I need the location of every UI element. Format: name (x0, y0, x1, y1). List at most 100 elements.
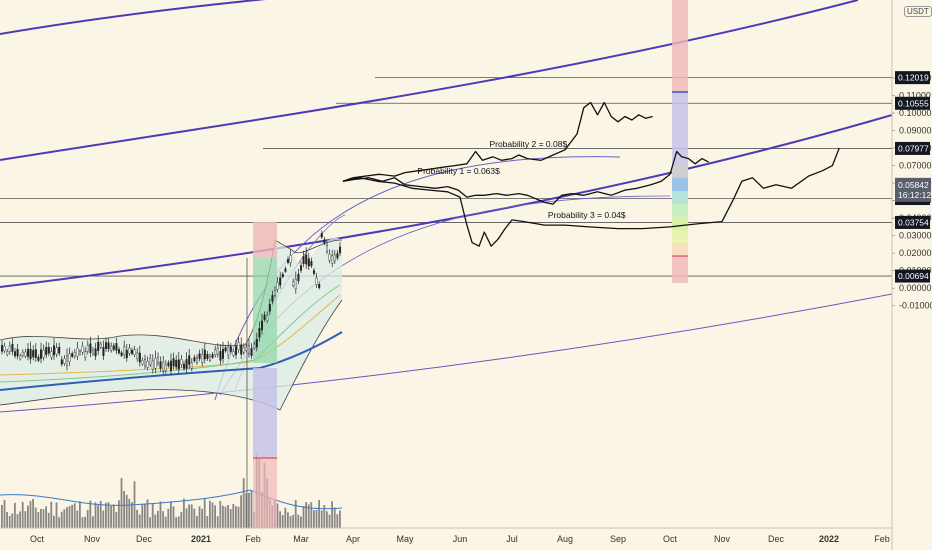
x-tick-label: Jun (453, 534, 468, 544)
candle-body (13, 351, 16, 357)
candle-body (89, 343, 92, 353)
range-box (672, 92, 688, 165)
volume-bar (34, 507, 37, 528)
volume-bar (146, 499, 149, 528)
volume-bar (250, 490, 253, 528)
volume-bar (97, 505, 99, 528)
level-tag-text: 0.10555 (898, 98, 929, 108)
volume-bar (66, 507, 68, 528)
candle-body (37, 356, 40, 361)
candle-body (138, 352, 141, 363)
volume-bar (276, 503, 279, 528)
level-tag (895, 141, 930, 155)
candle-body (86, 344, 89, 352)
fib-level (672, 165, 688, 178)
volume-bar (196, 515, 198, 528)
moving-average (0, 331, 343, 391)
volume-bar (209, 500, 211, 528)
volume-bar (63, 509, 66, 528)
candle-body (40, 349, 43, 359)
volume-bar (164, 516, 167, 528)
y-tick-label: 0.09000 (899, 126, 932, 136)
volume-bar (99, 500, 102, 528)
channel-line (0, 0, 859, 161)
volume-bar (240, 495, 242, 528)
volume-bar (279, 511, 281, 528)
volume-bar (68, 506, 71, 528)
candle-body (97, 341, 100, 351)
candle-body (263, 314, 266, 320)
candle-body (214, 349, 217, 356)
x-tick-label: 2021 (191, 534, 211, 544)
candle-body (177, 359, 180, 370)
range-box (672, 256, 688, 283)
x-tick-label: 2022 (819, 534, 839, 544)
candle-body (221, 348, 224, 359)
level-tag (895, 269, 930, 283)
volume-bar (94, 502, 97, 528)
volume-bar (185, 508, 188, 528)
candle-body (141, 360, 144, 365)
volume-bar (248, 492, 250, 528)
x-tick-label: Apr (346, 534, 360, 544)
candle-body (258, 328, 261, 338)
candle-body (339, 246, 342, 254)
x-tick-label: Jul (506, 534, 518, 544)
band-lower (0, 299, 343, 411)
volume-bar (3, 499, 6, 528)
candle-body (193, 357, 196, 362)
volume-bar (292, 514, 294, 528)
candle-body (78, 351, 81, 355)
x-tick-label: Nov (84, 534, 101, 544)
projection-line (342, 101, 653, 182)
candle-body (169, 360, 172, 371)
volume-bar (323, 505, 326, 528)
volume-bar (224, 506, 227, 528)
currency-badge[interactable]: USDT (904, 6, 932, 17)
volume-bar (302, 506, 305, 528)
candle-body (279, 277, 282, 286)
volume-bar (58, 517, 60, 528)
y-tick-label: 0.11000 (899, 90, 931, 100)
candle-body (76, 347, 79, 357)
candle-body (203, 349, 206, 360)
candle-body (310, 261, 313, 266)
candle-body (201, 354, 204, 363)
range-box (253, 222, 277, 258)
candle-body (208, 356, 211, 361)
volume-bar (229, 509, 232, 528)
candle-body (102, 347, 105, 357)
volume-bar (45, 506, 47, 528)
y-tick-label: 0.02000 (899, 248, 932, 258)
volume-bar (151, 503, 154, 528)
level-tag-text: 0.00694 (898, 271, 929, 281)
candle-body (313, 270, 316, 274)
candle-body (81, 346, 84, 353)
volume-bar (162, 511, 164, 528)
candle-body (55, 347, 58, 355)
candle-body (323, 239, 326, 244)
volume-bar (107, 502, 110, 528)
candle-body (6, 351, 9, 355)
candle-body (333, 254, 336, 262)
x-tick-label: Mar (293, 534, 309, 544)
volume-bar (92, 516, 94, 528)
volume-ma (0, 489, 343, 510)
candle-body (232, 351, 235, 356)
candle-body (336, 253, 339, 259)
volume-bar (235, 506, 237, 528)
channel-arc (214, 156, 621, 401)
volume-bar (50, 501, 53, 528)
channel-line (0, 210, 450, 218)
candle-body (250, 348, 253, 356)
candle-body (58, 346, 61, 354)
last-price-text: 0.05842 (898, 180, 929, 190)
volume-bar (115, 511, 118, 528)
volume-bar (11, 513, 14, 528)
volume-bar (159, 501, 162, 528)
volume-bar (310, 502, 313, 528)
candle-body (125, 349, 128, 359)
candle-body (307, 258, 310, 267)
